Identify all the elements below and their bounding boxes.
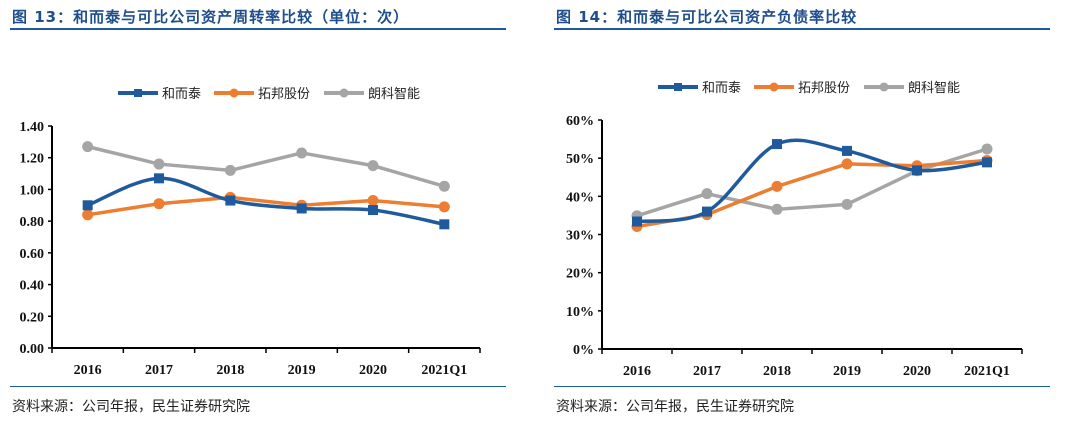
data-point-circle (296, 147, 308, 159)
legend-marker-circle (879, 82, 889, 92)
y-tick-label: 60% (566, 114, 594, 129)
y-tick-label: 0.00 (20, 342, 45, 357)
x-tick-label: 2019 (833, 364, 861, 379)
left-title: 图 13：和而泰与可比公司资产周转率比较（单位：次） (12, 8, 410, 26)
data-point-square (82, 200, 93, 211)
y-tick-label: 1.40 (20, 120, 45, 135)
x-tick-label: 2017 (693, 364, 721, 379)
data-point-square (772, 139, 782, 150)
y-tick-label: 0.80 (20, 215, 45, 230)
y-tick-label: 0% (573, 343, 594, 358)
y-tick-label: 0.60 (20, 247, 45, 262)
right-panel: 图 14：和而泰与可比公司资产负债率比较 0% 10% 20% 30% 40% 50% 60… (540, 0, 1070, 424)
x-tick-label: 2018 (763, 364, 791, 379)
x-tick-label: 2021Q1 (964, 364, 1010, 379)
x-tick-label: 2020 (359, 363, 387, 378)
left-chart: 0.00 0.20 0.40 0.60 0.80 1.00 1.20 1.40 2016 2017… (20, 87, 481, 378)
x-tick-label: 2021Q1 (421, 363, 467, 378)
data-point-circle (153, 158, 165, 170)
y-tick-label: 30% (566, 229, 594, 244)
y-tick-label: 40% (566, 190, 594, 205)
data-point-square (842, 145, 852, 156)
legend-label: 朗科智能 (368, 87, 420, 102)
series-line (636, 147, 988, 218)
data-point-square (225, 195, 236, 206)
series-line (87, 195, 445, 217)
x-tick-label: 2016 (623, 364, 651, 379)
legend-label: 拓邦股份 (258, 87, 310, 102)
data-point-square (296, 203, 307, 214)
right-title-rule (554, 28, 1050, 30)
x-tick-label: 2020 (903, 364, 931, 379)
x-tick-label: 2017 (145, 363, 173, 378)
data-point-circle (771, 180, 783, 192)
data-point-circle (367, 160, 379, 172)
data-point-square (154, 173, 164, 184)
data-point-circle (82, 141, 94, 153)
data-point-circle (841, 198, 853, 210)
series-line (87, 176, 445, 227)
legend-marker-circle (339, 88, 349, 98)
legend-marker-circle (229, 88, 239, 98)
series-line (87, 144, 445, 188)
data-point-circle (82, 209, 94, 221)
data-point-circle (224, 164, 236, 176)
left-panel: 图 13：和而泰与可比公司资产周转率比较（单位：次） 0.00 0.20 0.40 0… (0, 0, 530, 424)
y-tick-label: 50% (566, 152, 594, 167)
data-point-square (632, 216, 642, 227)
data-point-circle (841, 158, 853, 170)
y-tick-label: 0.20 (20, 310, 45, 325)
legend-marker-square (134, 89, 142, 97)
data-point-square (702, 206, 712, 217)
legend-label: 拓邦股份 (798, 81, 850, 96)
legend-label: 和而泰 (162, 87, 201, 102)
left-title-rule (10, 28, 506, 30)
right-source-rule (554, 386, 1050, 387)
y-tick-label: 20% (566, 267, 594, 282)
data-point-square (912, 165, 922, 176)
x-tick-label: 2018 (216, 363, 244, 378)
left-source: 资料来源：公司年报，民生证券研究院 (12, 399, 250, 415)
y-tick-label: 1.20 (20, 152, 45, 167)
data-point-circle (438, 180, 450, 192)
y-tick-label: 10% (566, 305, 594, 320)
y-tick-label: 0.40 (20, 279, 45, 294)
data-point-square (439, 219, 450, 230)
data-point-circle (981, 143, 993, 155)
legend-label: 和而泰 (702, 81, 741, 96)
data-point-circle (771, 203, 783, 215)
series-line (636, 138, 988, 224)
x-tick-label: 2019 (288, 363, 316, 378)
right-chart: 0% 10% 20% 30% 40% 50% 60% 2016 2017 2018 2019 2020… (566, 81, 1023, 379)
y-tick-label: 1.00 (20, 183, 45, 198)
legend-marker-circle (769, 82, 779, 92)
data-point-square (982, 157, 992, 168)
data-point-square (368, 205, 378, 216)
legend-marker-square (674, 83, 682, 91)
data-point-circle (367, 195, 379, 207)
right-title: 图 14：和而泰与可比公司资产负债率比较 (556, 8, 858, 26)
x-tick-label: 2016 (74, 363, 102, 378)
legend-label: 朗科智能 (908, 81, 960, 96)
data-point-circle (438, 201, 450, 213)
data-point-circle (701, 188, 713, 200)
left-source-rule (10, 386, 506, 387)
right-source: 资料来源：公司年报，民生证券研究院 (556, 399, 794, 415)
data-point-circle (153, 198, 165, 210)
